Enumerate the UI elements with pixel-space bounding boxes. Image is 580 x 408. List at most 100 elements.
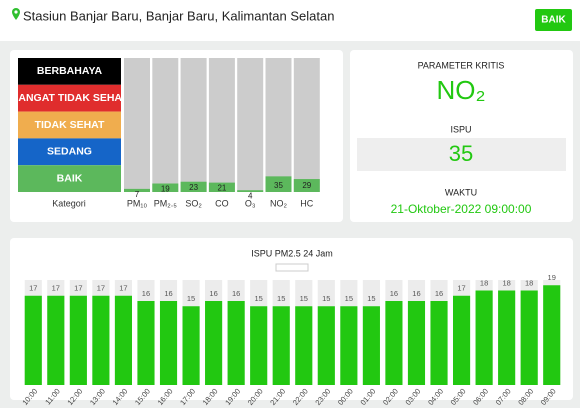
- ispu-box: [357, 138, 566, 171]
- bar: [24, 295, 42, 385]
- value-label: 16: [164, 289, 172, 298]
- level-name: TIDAK SEHAT: [35, 119, 105, 131]
- value-label: 35: [274, 181, 283, 190]
- value-label: 4: [248, 191, 253, 200]
- time-label: WAKTU: [445, 187, 477, 197]
- bar: [47, 295, 65, 385]
- bar: [385, 301, 403, 385]
- level-name: SANGAT TIDAK SEHAT: [11, 92, 128, 104]
- value-label: 16: [142, 289, 150, 298]
- location: Stasiun Banjar Baru, Banjar Baru, Kalima…: [23, 8, 334, 23]
- legend-box: [275, 263, 309, 272]
- value-label: 16: [209, 289, 217, 298]
- bar: [152, 183, 179, 192]
- bar: [237, 190, 264, 192]
- bar: [137, 301, 155, 385]
- bar: [362, 306, 380, 385]
- critical-value: NO₂: [436, 75, 485, 105]
- value-label: 29: [302, 181, 311, 190]
- level-band: [18, 58, 121, 85]
- level-band: [18, 165, 121, 192]
- bar: [69, 295, 87, 385]
- value-label: 15: [367, 294, 375, 303]
- bar: [407, 301, 426, 385]
- status-button[interactable]: [535, 9, 572, 31]
- bar: [92, 295, 110, 385]
- value-label: 17: [457, 284, 465, 293]
- value-label: 15: [345, 294, 353, 303]
- time-value: 21-Oktober-2022 09:00:00: [391, 202, 532, 216]
- x-tick-label: PM₂.₅: [154, 198, 177, 208]
- value-label: 17: [97, 284, 105, 293]
- bar: [452, 295, 471, 385]
- column-background: [124, 58, 150, 192]
- column-background: [208, 58, 235, 192]
- location-icon-dot: [14, 10, 18, 14]
- bar: [180, 181, 207, 192]
- ispu-value: 35: [449, 141, 473, 166]
- x-tick-label: O₃: [245, 198, 256, 208]
- bar: [340, 306, 358, 385]
- bar: [475, 290, 493, 385]
- value-label: 16: [435, 289, 443, 298]
- x-tick-label: NO₂: [270, 198, 288, 208]
- value-label: 17: [74, 284, 82, 293]
- bar: [543, 285, 561, 385]
- level-band: [18, 138, 121, 166]
- value-label: 15: [322, 294, 330, 303]
- column-background: [180, 58, 207, 192]
- summary-panel: [350, 50, 573, 222]
- value-label: 16: [232, 289, 240, 298]
- value-label: 23: [189, 183, 198, 192]
- header: [0, 0, 580, 41]
- column-background: [293, 58, 320, 192]
- value-label: 18: [480, 278, 488, 287]
- bar: [205, 301, 223, 385]
- value-label: 15: [277, 294, 285, 303]
- value-label: 7: [135, 190, 140, 199]
- bar: [265, 176, 292, 192]
- value-label: 19: [161, 185, 170, 194]
- value-label: 15: [255, 294, 263, 303]
- x-axis-label: Kategori: [52, 198, 86, 208]
- bar: [182, 306, 200, 385]
- column-background: [152, 58, 179, 192]
- location-icon: [12, 8, 20, 20]
- value-label: 19: [548, 273, 556, 282]
- critical-label: PARAMETER KRITIS: [418, 60, 505, 70]
- status: BAIK: [541, 15, 566, 26]
- bar: [250, 306, 268, 385]
- bar: [272, 306, 290, 385]
- value-label: 17: [119, 284, 127, 293]
- value-label: 21: [217, 184, 226, 193]
- ispu-label: ISPU: [450, 124, 471, 134]
- bar: [293, 179, 320, 192]
- level-name: BAIK: [57, 172, 83, 184]
- bar: [208, 182, 235, 192]
- bar: [124, 188, 150, 192]
- x-tick-label: PM₁₀: [127, 198, 148, 208]
- bar: [114, 295, 133, 385]
- bar: [520, 290, 538, 385]
- value-label: 18: [525, 278, 533, 287]
- value-label: 15: [187, 294, 195, 303]
- column-background: [237, 58, 264, 192]
- bar: [430, 301, 448, 385]
- level-name: SEDANG: [47, 146, 92, 158]
- column-background: [265, 58, 292, 192]
- x-tick-label: SO₂: [185, 198, 202, 208]
- history-title: ISPU PM2.5 24 Jam: [251, 248, 333, 258]
- value-label: 17: [29, 284, 37, 293]
- level-name: BERBAHAYA: [37, 65, 103, 77]
- value-label: 15: [300, 294, 308, 303]
- level-band: [18, 84, 121, 112]
- bar: [227, 301, 245, 385]
- x-tick-label: HC: [300, 198, 313, 208]
- value-label: 16: [412, 289, 420, 298]
- bar: [317, 306, 335, 385]
- value-label: 17: [52, 284, 60, 293]
- bar: [498, 290, 516, 385]
- x-tick-label: CO: [215, 198, 229, 208]
